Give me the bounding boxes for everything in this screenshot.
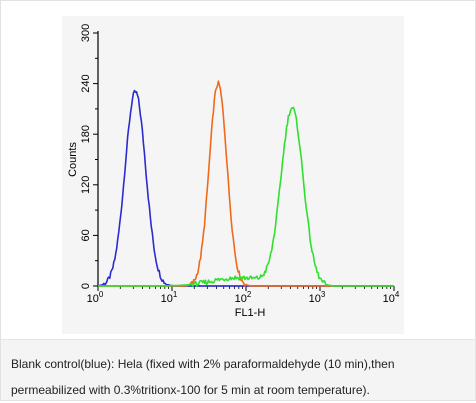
figure-panel: 0 60 120 180 240 300 Counts 100 101 102 103 104 FL1-… bbox=[2, 2, 474, 339]
x-tick-label: 104 bbox=[383, 290, 400, 305]
x-tick-label: 100 bbox=[87, 290, 104, 305]
y-tick-label: 300 bbox=[80, 24, 92, 42]
x-tick-label: 102 bbox=[235, 290, 252, 305]
x-tick-label: 101 bbox=[161, 290, 178, 305]
x-tick-label: 103 bbox=[309, 290, 326, 305]
histogram-series-2 bbox=[98, 80, 394, 287]
histogram-series-3 bbox=[98, 106, 394, 287]
y-tick-label: 240 bbox=[80, 74, 92, 92]
figure-caption: Blank control(blue): Hela (fixed with 2%… bbox=[1, 339, 475, 400]
y-axis-label: Counts bbox=[67, 142, 79, 177]
caption-line-1: Blank control(blue): Hela (fixed with 2%… bbox=[11, 357, 395, 371]
y-tick-label: 0 bbox=[80, 283, 92, 289]
y-tick-label: 60 bbox=[80, 229, 92, 241]
y-tick-label: 180 bbox=[80, 125, 92, 143]
x-axis-label: FL1-H bbox=[235, 307, 266, 319]
caption-line-2: permeabilized with 0.3%tritionx-100 for … bbox=[11, 383, 370, 397]
plot-background bbox=[62, 16, 404, 334]
y-tick-label: 120 bbox=[80, 176, 92, 194]
flow-histogram-chart: 0 60 120 180 240 300 Counts 100 101 102 103 104 FL1-… bbox=[67, 24, 400, 319]
histogram-series-1 bbox=[97, 89, 394, 287]
